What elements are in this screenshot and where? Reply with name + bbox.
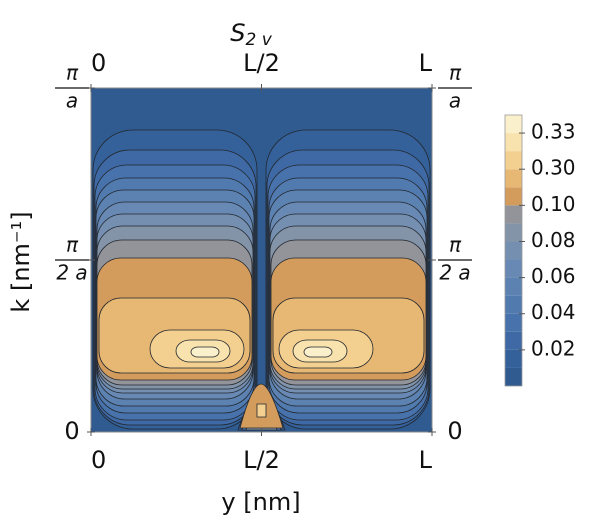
x-tick-label: L <box>419 49 433 77</box>
colorbar-band <box>505 313 522 332</box>
y-tick-denominator: 2 a <box>439 261 470 285</box>
y-tick-numerator: π <box>449 233 462 257</box>
colorbar-band <box>505 133 522 152</box>
colorbar-band <box>505 169 522 188</box>
colorbar-band <box>505 277 522 296</box>
colorbar-band <box>505 331 522 350</box>
colorbar-band <box>505 205 522 224</box>
x-axis-label: y [nm] <box>221 488 300 516</box>
contour-region <box>190 346 220 358</box>
x-tick-label: L/2 <box>243 49 280 77</box>
y-tick-numerator: π <box>449 61 462 85</box>
colorbar-band <box>505 259 522 278</box>
x-tick-label: L <box>419 446 433 474</box>
chart-title: S2 v <box>230 19 272 50</box>
x-tick-label: L/2 <box>243 446 280 474</box>
y-tick-denominator: a <box>66 89 78 113</box>
colorbar-tick-label: 0.08 <box>531 228 576 252</box>
title-sub: 2 v <box>245 30 272 50</box>
colorbar-band <box>505 349 522 368</box>
y-axis-label: k [nm⁻¹] <box>7 211 35 312</box>
y-tick-numerator: π <box>66 61 79 85</box>
title-main: S <box>230 19 245 47</box>
colorbar-tick-label: 0.04 <box>531 300 576 324</box>
colorbar-tick-label: 0.10 <box>531 192 576 216</box>
colorbar-tick-label: 0.02 <box>531 336 576 360</box>
contour-region <box>256 403 267 418</box>
colorbar-tick-label: 0.33 <box>531 120 576 144</box>
colorbar-band <box>505 187 522 206</box>
colorbar-band <box>505 151 522 170</box>
y-tick-label: 0 <box>64 417 79 445</box>
colorbar-band <box>505 367 522 386</box>
colorbar-band <box>505 241 522 260</box>
y-tick-denominator: 2 a <box>56 261 87 285</box>
colorbar-band <box>505 223 522 242</box>
colorbar-band <box>505 295 522 314</box>
colorbar-frame <box>504 114 523 387</box>
x-tick-label: 0 <box>91 49 106 77</box>
colorbar-tick-label: 0.06 <box>531 264 576 288</box>
plot-area <box>91 88 432 432</box>
contour-region <box>303 346 333 358</box>
y-tick-numerator: π <box>66 233 79 257</box>
colorbar-band <box>505 115 522 134</box>
x-tick-label: 0 <box>91 446 106 474</box>
y-tick-denominator: a <box>449 89 461 113</box>
colorbar-tick-label: 0.30 <box>531 156 576 180</box>
y-tick-label: 0 <box>447 417 462 445</box>
